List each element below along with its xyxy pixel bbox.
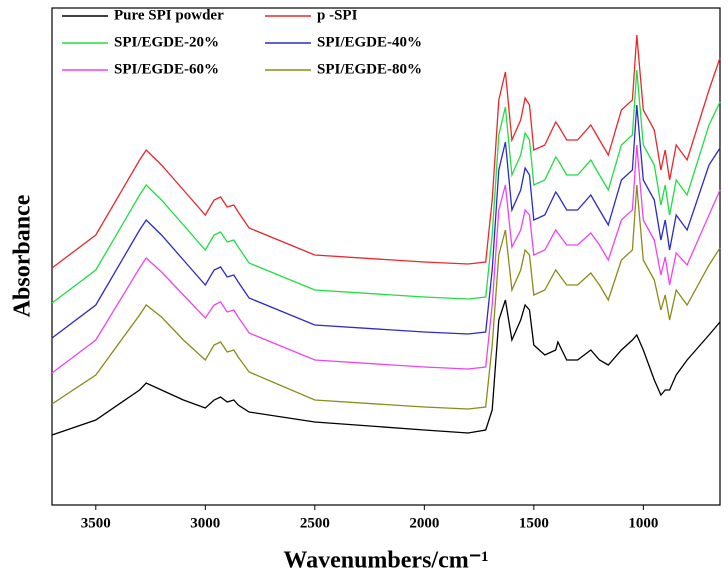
spectrum-line	[51, 184, 721, 410]
legend-label: SPI/EGDE-40%	[317, 34, 422, 50]
legend-label: SPI/EGDE-80%	[317, 61, 422, 77]
x-tick-label: 2500	[300, 515, 330, 531]
spectrum-line	[51, 299, 721, 436]
spectrum-line	[51, 144, 721, 374]
x-tick-label: 1500	[519, 515, 549, 531]
x-tick-label: 3000	[190, 515, 220, 531]
legend-label: SPI/EGDE-60%	[114, 61, 219, 77]
legend-label: SPI/EGDE-20%	[114, 34, 219, 50]
spectrum-line	[51, 104, 721, 339]
x-tick-label: 2000	[409, 515, 439, 531]
spectrum-line	[51, 34, 721, 269]
spectrum-line	[51, 69, 721, 304]
legend-label: Pure SPI powder	[114, 7, 224, 23]
plot-frame	[51, 7, 721, 506]
x-tick-label: 1000	[628, 515, 658, 531]
y-axis-label: Absorbance	[10, 194, 36, 317]
x-tick-label: 3500	[81, 515, 111, 531]
x-axis-label: Wavenumbers/cm⁻¹	[283, 548, 488, 574]
legend-label: p -SPI	[317, 7, 358, 23]
